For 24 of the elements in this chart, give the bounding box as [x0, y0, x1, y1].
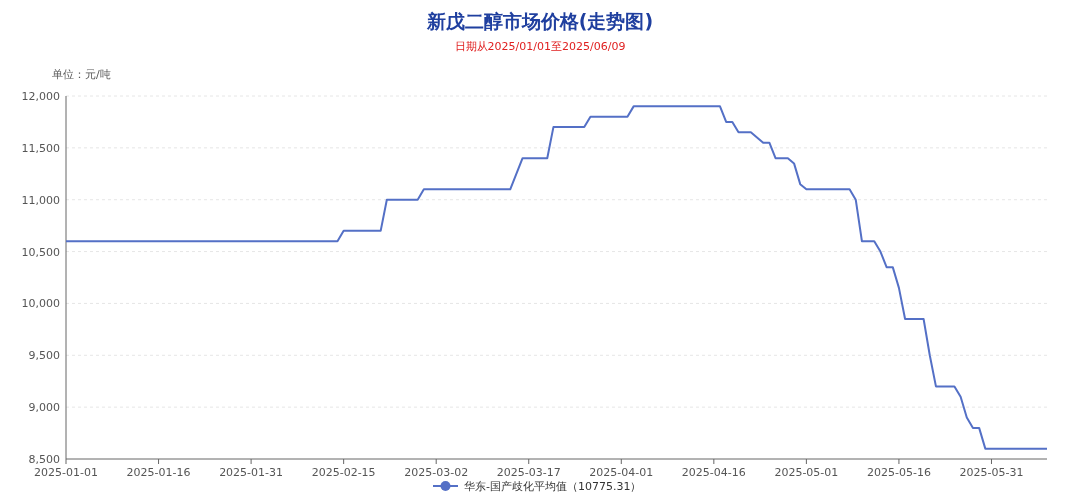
x-tick-label: 2025-05-16: [866, 466, 931, 479]
chart-title: 新戊二醇市场价格(走势图): [425, 10, 654, 32]
x-tick-label: 2025-05-31: [959, 466, 1024, 479]
y-tick-label: 10,500: [21, 245, 60, 259]
y-axis-title: 单位：元/吨: [52, 68, 111, 81]
legend-label: 华东-国产歧化平均值（10775.31）: [464, 480, 642, 493]
x-tick-label: 2025-01-16: [126, 466, 191, 479]
x-tick-label: 2025-02-15: [311, 466, 376, 479]
y-tick-label: 12,000: [21, 90, 60, 103]
x-tick-label: 2025-03-17: [496, 466, 561, 479]
line-series: [65, 105, 1048, 450]
x-tick-label: 2025-01-31: [219, 466, 284, 479]
y-tick-label: 11,500: [21, 141, 60, 155]
x-tick-label: 2025-03-02: [404, 466, 469, 479]
y-tick-label: 10,000: [21, 297, 60, 311]
x-tick-label: 2025-05-01: [774, 466, 839, 479]
y-tick-label: 11,000: [21, 193, 60, 207]
chart-subtitle: 日期从2025/01/01至2025/06/09: [454, 40, 626, 53]
y-tick-label: 9,000: [28, 401, 60, 415]
x-tick-label: 2025-04-16: [681, 466, 746, 479]
y-tick-label: 8,500: [28, 453, 60, 466]
x-tick-label: 2025-01-01: [34, 466, 98, 479]
x-tick-label: 2025-04-01: [589, 466, 654, 479]
y-tick-label: 9,500: [28, 349, 60, 363]
